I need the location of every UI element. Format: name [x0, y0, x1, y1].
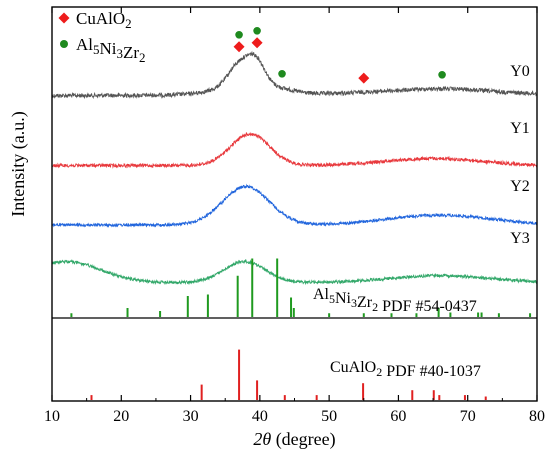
x-tick-label: 70: [460, 408, 476, 425]
x-tick-label: 30: [183, 408, 199, 425]
reference-pattern-2: [90, 349, 487, 400]
reference-label-part: Al: [313, 286, 330, 303]
reference-label-part: Zr: [357, 294, 373, 311]
series-label-y1: Y1: [510, 120, 530, 137]
legend-label-part: Ni: [100, 39, 117, 58]
series-line-y3: [51, 258, 538, 286]
legend-label-part: Zr: [123, 43, 139, 62]
series-label-y0: Y0: [510, 63, 530, 80]
reference-label-part: CuAlO: [330, 359, 376, 376]
reference-label-part: PDF #54-0437: [378, 298, 477, 315]
peak-marker-diamond: [358, 72, 370, 84]
reference-label-2: CuAlO2 PDF #40-1037: [330, 359, 481, 380]
series-label-y3: Y3: [510, 230, 530, 247]
x-axis-label-unit: (degree): [271, 429, 335, 450]
reference-pattern-1: [70, 258, 532, 317]
peak-marker-diamond: [251, 37, 263, 49]
series-line-y2: [51, 183, 538, 228]
legend-label-1: CuAlO2: [76, 9, 132, 31]
x-tick-label: 50: [321, 408, 337, 425]
series-line-y1: [51, 131, 538, 169]
axes: [51, 6, 538, 402]
legend-circle-icon: [60, 40, 68, 48]
legend-label-part: 2: [139, 50, 146, 65]
reference-label-part: 2: [376, 365, 382, 379]
peak-marker-circle: [253, 26, 261, 35]
x-axis-label-symbol: 2θ: [253, 429, 271, 449]
reference-label-part: 2: [372, 300, 378, 314]
x-tick-label: 80: [529, 408, 545, 425]
reference-label-part: 3: [351, 296, 357, 310]
plot-frame: [51, 6, 538, 402]
x-axis-label: 2θ (degree): [253, 429, 335, 450]
reference-patterns: [70, 258, 532, 400]
x-tick-label: 10: [44, 408, 60, 425]
reference-label-part: Ni: [335, 290, 352, 307]
peak-marker-circle: [278, 69, 286, 78]
reference-label-part: PDF #40-1037: [382, 363, 481, 380]
series-label-y2: Y2: [510, 178, 530, 195]
series-line-y0: [51, 50, 538, 100]
legend-label-part: 5: [93, 42, 100, 57]
legend-label-part: 2: [125, 16, 132, 31]
series-layer: [51, 50, 538, 286]
reference-label-1: Al5Ni3Zr2 PDF #54-0437: [313, 286, 477, 315]
x-tick-label: 20: [113, 408, 129, 425]
peak-marker-circle: [235, 30, 243, 39]
peak-markers: [233, 26, 446, 84]
legend-label-part: CuAlO: [76, 9, 125, 28]
legend-label-2: Al5Ni3Zr2: [76, 35, 146, 65]
x-tick-label: 40: [252, 408, 268, 425]
legend-diamond-icon: [58, 12, 70, 24]
peak-marker-diamond: [233, 41, 245, 53]
peak-marker-circle: [438, 70, 446, 79]
reference-label-part: 5: [329, 292, 335, 306]
x-tick-label: 60: [390, 408, 406, 425]
legend-label-part: 3: [117, 46, 124, 61]
y-axis-label: Intensity (a.u.): [8, 111, 29, 216]
legend-label-part: Al: [76, 35, 93, 54]
